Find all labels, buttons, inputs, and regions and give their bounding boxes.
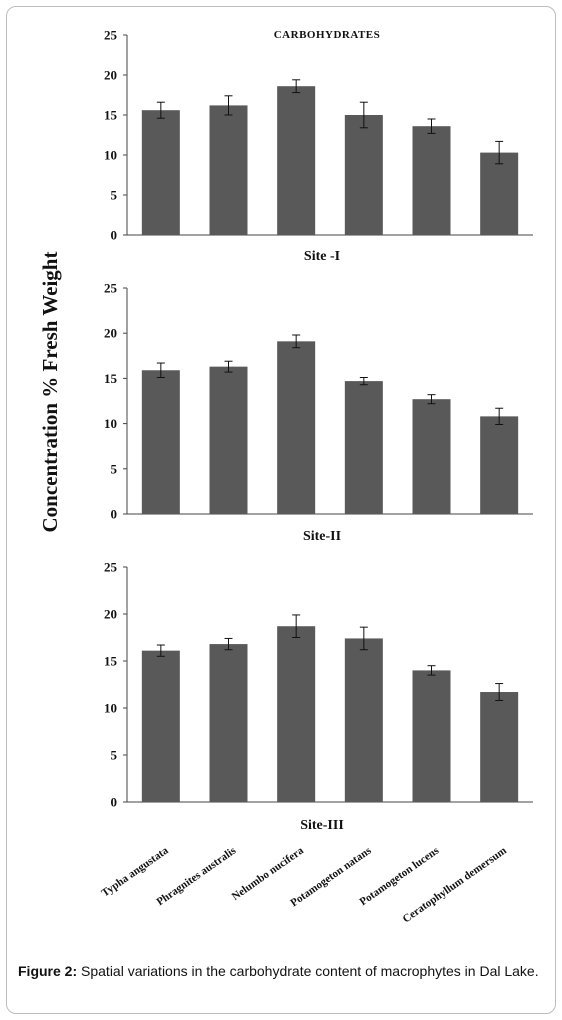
caption-text: Spatial variations in the carbohydrate c… (77, 963, 539, 979)
y-tick-label: 25 (104, 560, 118, 575)
bar (412, 399, 451, 514)
y-tick-label: 20 (104, 607, 117, 622)
y-tick-label: 20 (104, 68, 117, 83)
bar (480, 152, 519, 235)
y-tick-label: 15 (104, 371, 118, 386)
error-bar (224, 95, 233, 116)
y-tick-label: 0 (111, 507, 118, 522)
y-tick-label: 0 (111, 795, 118, 810)
panel-site-3: 0 5 10 15 20 25 Site-III (104, 560, 533, 833)
y-tick-label: 20 (104, 326, 117, 341)
bar (209, 644, 248, 802)
panel-site-2: 0 5 10 15 20 25 Site-II (104, 281, 533, 544)
bar (344, 638, 383, 802)
error-bar (427, 665, 436, 676)
y-tick-label: 15 (104, 654, 118, 669)
panel-label: Site -I (304, 249, 340, 264)
bar (277, 86, 316, 235)
error-bar (156, 101, 165, 119)
chart-title: CARBOHYDRATES (274, 29, 381, 41)
error-bar (224, 360, 233, 373)
category-label: Typha angustata (99, 844, 170, 899)
bar (141, 110, 180, 235)
bar (344, 115, 383, 235)
bar (209, 366, 248, 514)
error-bar (495, 140, 504, 165)
y-tick-label: 0 (111, 228, 118, 243)
error-bar (359, 376, 368, 386)
error-bar (427, 118, 436, 134)
y-tick-label: 5 (111, 748, 118, 763)
y-tick-label: 10 (104, 148, 117, 163)
error-bar (156, 644, 165, 657)
panel-site-1: 0 5 10 15 20 25 Site -I (104, 28, 533, 264)
bar (277, 626, 316, 802)
error-bar (495, 683, 504, 701)
bar (277, 341, 316, 514)
bar (480, 692, 519, 802)
y-tick-label: 5 (111, 461, 118, 476)
y-tick-label: 15 (104, 108, 118, 123)
y-tick-label: 10 (104, 416, 117, 431)
y-tick-label: 5 (111, 188, 118, 203)
bar (480, 416, 519, 514)
error-bar (292, 614, 301, 638)
error-bar (359, 626, 368, 651)
bar (141, 650, 180, 802)
bar (412, 126, 451, 235)
y-tick-label: 25 (104, 281, 118, 296)
bar (209, 105, 248, 236)
y-axis-label: Concentration % Fresh Weight (38, 252, 62, 533)
y-tick-label: 10 (104, 701, 117, 716)
y-tick-label: 25 (104, 28, 118, 43)
error-bar (224, 637, 233, 651)
caption-label: Figure 2: (18, 963, 78, 979)
figure-caption: Figure 2: Spatial variations in the carb… (18, 962, 548, 981)
panel-label: Site-III (300, 818, 344, 833)
error-bar (292, 79, 301, 94)
error-bar (495, 407, 504, 426)
error-bar (156, 362, 165, 378)
bar (141, 370, 180, 514)
error-bar (292, 334, 301, 349)
bar (344, 381, 383, 514)
panel-label: Site-II (303, 529, 341, 544)
error-bar (359, 101, 368, 129)
error-bar (427, 394, 436, 405)
bar (412, 670, 451, 802)
